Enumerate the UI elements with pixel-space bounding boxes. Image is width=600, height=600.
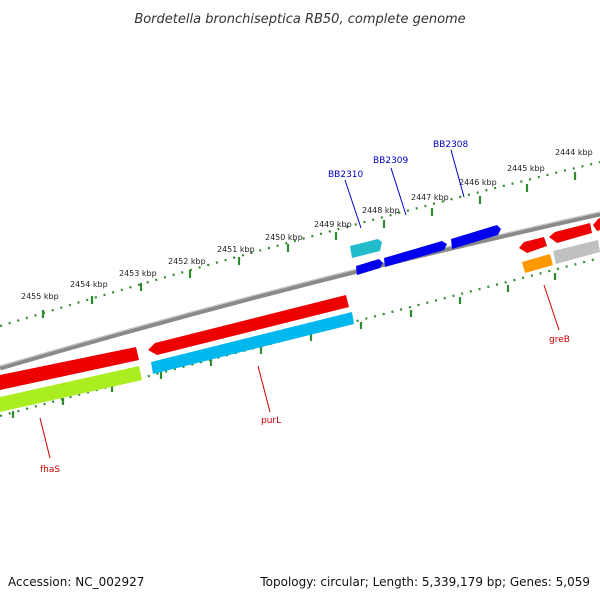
gene-fhas-companion[interactable]: [0, 366, 142, 412]
leader-line: [390, 167, 407, 216]
tick-label: 2451 kbp: [217, 245, 255, 254]
outer-scale-track: [0, 160, 600, 328]
leader-line: [450, 149, 465, 198]
tick-label: 2454 kbp: [70, 280, 108, 289]
tick-label: 2446 kbp: [459, 178, 497, 187]
tick-label: 2447 kbp: [411, 193, 449, 202]
tick-label: 2455 kbp: [21, 292, 59, 301]
gene-purl[interactable]: [148, 295, 349, 355]
gene-greb-edge[interactable]: [593, 218, 600, 231]
gene-label-fhas[interactable]: fhaS: [40, 465, 60, 475]
leader-line: [344, 179, 362, 229]
gene-purl-companion[interactable]: [151, 312, 354, 374]
leader-line: [257, 365, 271, 413]
scale-labels: 2455 kbp 2454 kbp 2453 kbp 2452 kbp 2451…: [21, 148, 593, 301]
tick-label: 2453 kbp: [119, 269, 157, 278]
gene-label-bb2310[interactable]: BB2310: [328, 170, 364, 180]
tick-label: 2449 kbp: [314, 220, 352, 229]
gene-fhas[interactable]: [0, 347, 139, 390]
genome-backbone: [0, 211, 600, 371]
gene-bb2308[interactable]: [451, 225, 501, 249]
gene-greb-neighbor[interactable]: [549, 223, 592, 243]
map-title: Bordetella bronchiseptica RB50, complete…: [134, 12, 465, 27]
gene-label-purl[interactable]: purL: [261, 416, 281, 426]
accession-text: Accession: NC_002927: [8, 575, 144, 589]
gene-label-bb2309[interactable]: BB2309: [373, 156, 409, 166]
gene-forward-cyan[interactable]: [350, 239, 382, 258]
gene-greb[interactable]: [519, 237, 547, 253]
leader-line: [39, 417, 51, 459]
tick-label: 2448 kbp: [362, 206, 400, 215]
gene-bb2310[interactable]: [356, 259, 383, 275]
gene-greb-orange[interactable]: [522, 254, 553, 273]
gene-label-bb2308[interactable]: BB2308: [433, 140, 469, 150]
inner-major-ticks: [11, 273, 557, 418]
genome-backbone-highlight: [0, 211, 600, 367]
tick-label: 2450 kbp: [265, 233, 303, 242]
genome-summary-text: Topology: circular; Length: 5,339,179 bp…: [259, 575, 590, 589]
tick-label: 2452 kbp: [168, 257, 206, 266]
gene-label-greb[interactable]: greB: [549, 335, 570, 345]
gene-bb2309[interactable]: [384, 241, 447, 267]
tick-label: 2444 kbp: [555, 148, 593, 157]
outer-major-ticks: [41, 172, 577, 318]
leader-line: [543, 284, 560, 331]
gene-greb-grey[interactable]: [553, 240, 600, 264]
tick-label: 2445 kbp: [507, 164, 545, 173]
